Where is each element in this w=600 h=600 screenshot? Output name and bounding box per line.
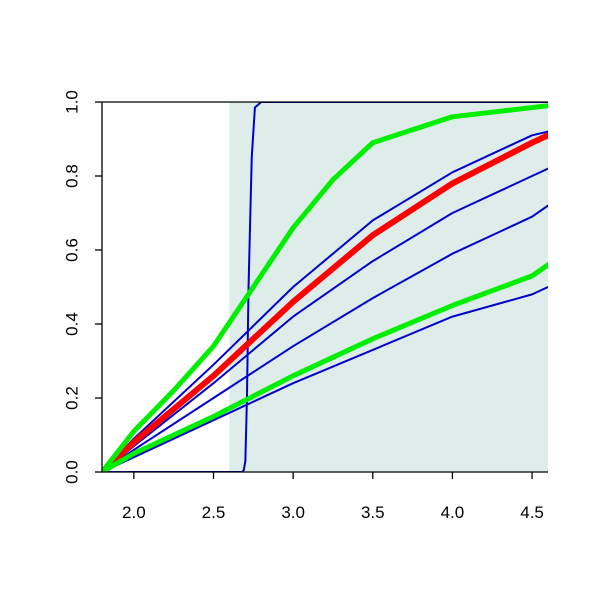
y-tick-label: 0.8: [63, 164, 82, 188]
y-tick-label: 0.0: [63, 460, 82, 484]
y-tick-label: 1.0: [63, 90, 82, 114]
series-line-1: [102, 102, 548, 472]
y-tick-label: 0.6: [63, 238, 82, 262]
x-tick-label: 4.5: [520, 503, 544, 522]
x-tick-label: 4.0: [441, 503, 465, 522]
series-layer: [102, 102, 548, 472]
series-line-8: [102, 103, 548, 472]
x-tick-label: 2.0: [122, 503, 146, 522]
series-line-2: [102, 286, 548, 472]
series-line-4: [102, 167, 548, 472]
series-line-3: [102, 204, 548, 472]
y-tick-label: 0.2: [63, 386, 82, 410]
axes-layer: 2.0 2.5 3.0 3.5 4.0 4.5 0.0 0.2 0.4 0.6 0.8 1.0: [63, 90, 548, 522]
x-tick-label: 2.5: [202, 503, 226, 522]
x-tick-label: 3.5: [361, 503, 385, 522]
y-tick-label: 0.4: [63, 312, 82, 336]
series-line-5: [102, 130, 548, 472]
series-line-6: [102, 132, 548, 472]
series-line-7: [102, 262, 548, 472]
x-tick-label: 3.0: [281, 503, 305, 522]
